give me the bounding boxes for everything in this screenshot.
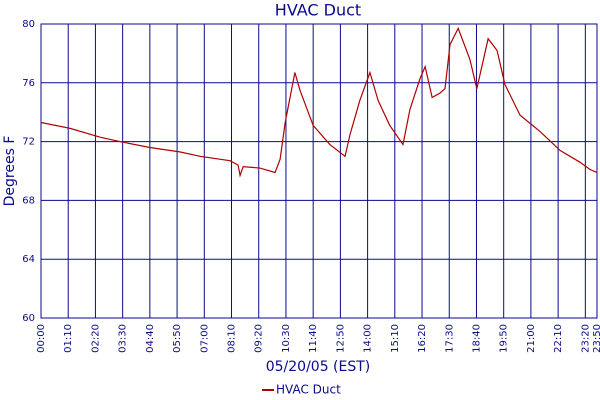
data-line (40, 26, 598, 178)
chart-title: HVAC Duct (275, 1, 361, 20)
x-tick-label: 23:20 (580, 324, 591, 353)
x-tick-label: 08:10 (227, 324, 238, 353)
y-tick-label: 60 (22, 313, 35, 324)
x-tick-label: 00:00 (36, 324, 47, 353)
x-tick-label: 17:30 (444, 324, 455, 353)
y-axis-label: Degrees F (2, 136, 18, 207)
y-tick-label: 64 (22, 254, 35, 265)
plot-area (40, 23, 598, 319)
x-tick-label: 10:30 (281, 324, 292, 353)
x-tick-label: 03:30 (118, 324, 129, 353)
x-tick-label: 07:00 (199, 324, 210, 353)
x-tick-label: 09:20 (254, 324, 265, 353)
x-tick-label: 22:10 (553, 324, 564, 353)
x-tick-label: 02:20 (90, 324, 101, 353)
y-tick-label: 76 (22, 78, 35, 89)
x-tick-label: 04:40 (145, 324, 156, 353)
y-tick-label: 72 (22, 137, 35, 148)
x-tick-label: 16:20 (417, 324, 428, 353)
x-tick-label: 23:50 (592, 324, 600, 353)
legend-label: HVAC Duct (276, 383, 341, 397)
x-tick-label: 21:00 (526, 324, 537, 353)
x-tick-label: 18:40 (471, 324, 482, 353)
x-tick-label: 11:40 (308, 324, 319, 353)
y-tick-label: 80 (22, 19, 35, 30)
x-axis-label: 05/20/05 (EST) (266, 359, 371, 375)
x-tick-label: 19:50 (499, 324, 510, 353)
x-tick-label: 14:00 (363, 324, 374, 353)
x-tick-label: 15:10 (390, 324, 401, 353)
y-tick-label: 68 (22, 195, 35, 206)
x-tick-label: 12:50 (335, 324, 346, 353)
x-tick-label: 05:50 (172, 324, 183, 353)
x-tick-label: 01:10 (63, 324, 74, 353)
